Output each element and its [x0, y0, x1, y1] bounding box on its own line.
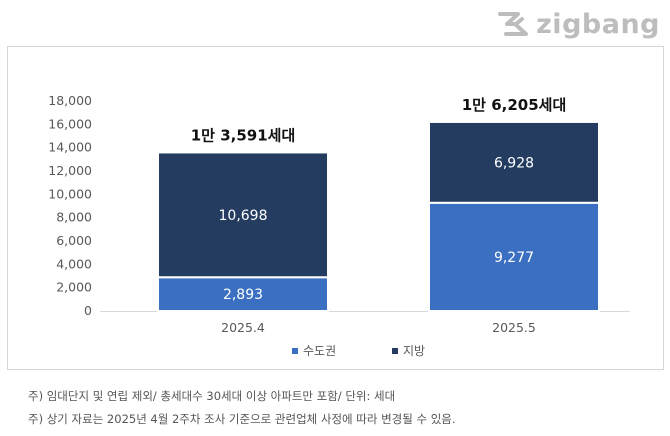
segment-value-label: 9,277 [494, 250, 534, 266]
bar-segment [157, 151, 329, 279]
y-tick-label: 6,000 [56, 233, 92, 248]
y-tick-label: 16,000 [48, 116, 92, 131]
data-labels: 2,893 10,698 1만 3,591세대 9,277 6,928 1만 6,205세… [191, 96, 567, 303]
footnote-1: 주) 임대단지 및 연립 제외/ 총세대수 30세대 이상 아파트만 포함/ 단… [28, 389, 396, 403]
y-axis: 0 2,000 4,000 6,000 8,000 10,000 12,000 14,000 1… [48, 93, 630, 335]
y-tick-label: 4,000 [56, 256, 92, 271]
segment-value-label: 6,928 [494, 155, 534, 171]
y-tick-label: 10,000 [48, 186, 92, 201]
legend-swatch [392, 348, 398, 354]
total-label: 1만 3,591세대 [191, 126, 296, 144]
bar-segment [157, 276, 329, 312]
segment-value-label: 10,698 [219, 208, 268, 224]
y-tick-label: 8,000 [56, 210, 92, 225]
y-tick-label: 12,000 [48, 163, 92, 178]
zigbang-logo-text: zigbang [536, 8, 660, 40]
legend-swatch [292, 348, 298, 354]
bar-segment [428, 120, 600, 204]
y-tick-label: 18,000 [48, 93, 92, 108]
bar-segment [428, 201, 600, 312]
x-tick-label: 2025.4 [221, 320, 265, 335]
bars [157, 120, 600, 312]
y-tick-label: 0 [84, 303, 92, 318]
zigbang-logo: zigbang [496, 8, 660, 40]
legend: 수도권 지방 [292, 344, 425, 358]
y-tick-label: 14,000 [48, 140, 92, 155]
total-label: 1만 6,205세대 [462, 96, 567, 114]
legend-label: 지방 [403, 344, 425, 358]
footnote-2: 주) 상기 자료는 2025년 4월 2주차 조사 기준으로 관련업체 사정에 … [28, 412, 456, 426]
x-tick-label: 2025.5 [492, 320, 536, 335]
zigbang-logo-icon [498, 12, 529, 36]
y-tick-label: 2,000 [56, 280, 92, 295]
segment-value-label: 2,893 [223, 287, 263, 303]
legend-label: 수도권 [303, 344, 336, 358]
